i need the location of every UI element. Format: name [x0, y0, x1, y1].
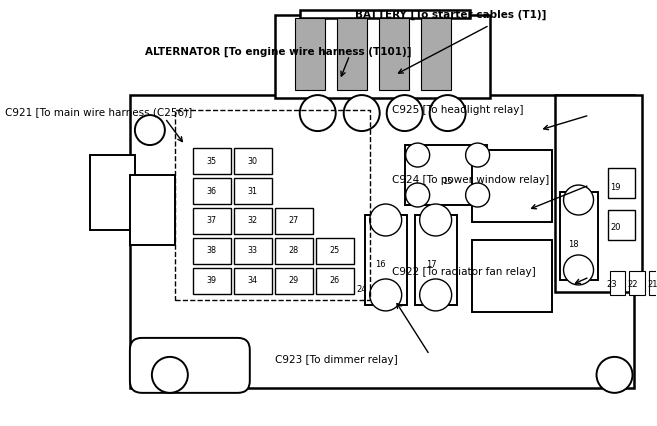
Bar [234, 208, 272, 234]
Bar [316, 268, 353, 294]
Circle shape [387, 95, 422, 131]
Bar [472, 150, 552, 222]
Text: 27: 27 [288, 216, 299, 225]
Text: 36: 36 [207, 187, 217, 196]
Text: C922 [To radiator fan relay]: C922 [To radiator fan relay] [392, 267, 535, 277]
Text: 21: 21 [647, 280, 657, 289]
Text: 28: 28 [288, 247, 299, 256]
Circle shape [300, 95, 336, 131]
Text: C921 [To main wire harness (C256)]: C921 [To main wire harness (C256)] [5, 107, 193, 117]
Circle shape [405, 183, 430, 207]
Text: C925 [To headlight relay]: C925 [To headlight relay] [392, 105, 523, 115]
Circle shape [564, 185, 593, 215]
Bar [90, 155, 135, 230]
Bar [275, 238, 313, 264]
Bar [560, 192, 597, 280]
Circle shape [420, 279, 451, 311]
Text: ALTERNATOR [To engine wire harness (T101)]: ALTERNATOR [To engine wire harness (T101… [145, 47, 411, 57]
Text: 33: 33 [248, 247, 258, 256]
Circle shape [466, 143, 489, 167]
Bar [234, 178, 272, 204]
Text: 39: 39 [207, 276, 217, 285]
Bar [337, 18, 367, 90]
Circle shape [405, 143, 430, 167]
Bar [193, 268, 231, 294]
Bar [555, 95, 643, 292]
FancyBboxPatch shape [130, 338, 250, 393]
Bar [608, 168, 635, 198]
Text: BATTERY [To starter cables (T1)]: BATTERY [To starter cables (T1)] [355, 10, 546, 20]
Text: 31: 31 [248, 187, 258, 196]
Text: 37: 37 [207, 216, 217, 225]
Bar [420, 18, 451, 90]
Bar [610, 271, 625, 295]
Text: 26: 26 [330, 276, 340, 285]
Bar [234, 148, 272, 174]
Bar [193, 178, 231, 204]
Circle shape [420, 204, 451, 236]
Circle shape [466, 183, 489, 207]
Bar [295, 18, 325, 90]
Bar [130, 95, 635, 388]
Bar [234, 268, 272, 294]
Bar [193, 238, 231, 264]
Circle shape [152, 357, 188, 393]
Bar [193, 208, 231, 234]
Circle shape [344, 95, 380, 131]
Bar [275, 15, 489, 98]
Bar [365, 215, 407, 305]
Bar [300, 10, 470, 18]
Bar [608, 210, 635, 240]
Circle shape [370, 204, 401, 236]
Circle shape [430, 95, 466, 131]
Bar [175, 110, 370, 300]
Text: 15: 15 [442, 176, 453, 186]
Text: 24: 24 [357, 285, 367, 294]
Text: C923 [To dimmer relay]: C923 [To dimmer relay] [275, 355, 397, 365]
Bar [275, 208, 313, 234]
Circle shape [135, 115, 165, 145]
Text: 32: 32 [248, 216, 258, 225]
Bar [316, 238, 353, 264]
Text: 29: 29 [288, 276, 299, 285]
Text: 20: 20 [610, 224, 621, 233]
Text: 22: 22 [627, 280, 638, 289]
Text: 38: 38 [207, 247, 217, 256]
Bar [234, 238, 272, 264]
Bar [650, 271, 657, 295]
Circle shape [564, 255, 593, 285]
Text: 34: 34 [248, 276, 258, 285]
Text: 19: 19 [610, 182, 621, 192]
Text: 35: 35 [207, 156, 217, 166]
Bar [378, 18, 409, 90]
Circle shape [597, 357, 633, 393]
Text: 23: 23 [606, 280, 617, 289]
Text: 18: 18 [568, 240, 579, 250]
Text: 25: 25 [330, 247, 340, 256]
Text: C924 [To power window relay]: C924 [To power window relay] [392, 175, 549, 185]
Bar [472, 240, 552, 312]
Bar [275, 268, 313, 294]
Text: 16: 16 [375, 260, 386, 270]
Circle shape [370, 279, 401, 311]
Text: 17: 17 [426, 260, 437, 270]
Bar [405, 145, 487, 205]
Bar [629, 271, 645, 295]
Bar [415, 215, 457, 305]
Bar [193, 148, 231, 174]
Text: 30: 30 [248, 156, 258, 166]
Bar [130, 175, 175, 245]
